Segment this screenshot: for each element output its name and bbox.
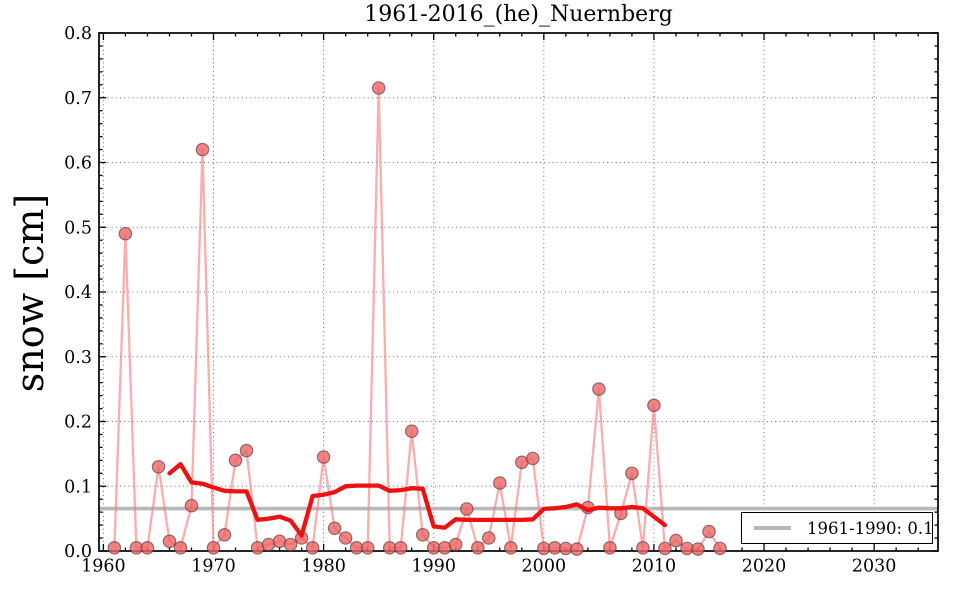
legend-line-swatch-icon [754, 526, 791, 530]
x-tick-label: 2020 [742, 557, 787, 577]
annual-series-markers [107, 81, 727, 556]
axes-frame [98, 32, 939, 552]
y-tick-label: 0.3 [64, 348, 92, 368]
y-tick-label: 0.4 [64, 283, 92, 303]
y-tick-label: 0.0 [64, 542, 92, 562]
annual-series-line [113, 86, 721, 551]
y-tick-label: 0.1 [64, 477, 92, 497]
y-tick-label: 0.8 [64, 24, 92, 44]
y-tick-label: 0.2 [64, 413, 92, 433]
y-tick-label: 0.7 [64, 89, 92, 109]
x-tick-label: 1990 [411, 557, 456, 577]
x-tick-label: 1980 [301, 557, 346, 577]
axis-ticks [99, 32, 938, 552]
legend-label: 1961-1990: 0.1 [807, 518, 934, 538]
y-tick-label: 0.5 [64, 218, 92, 238]
chart-title: 1961-2016_(he)_Nuernberg [364, 2, 673, 27]
smoothed-mean-line [167, 462, 668, 538]
gridlines [99, 32, 938, 552]
x-tick-label: 1960 [81, 557, 126, 577]
y-axis-label: snow [cm] [8, 193, 52, 393]
tick-labels: 1960 1970 1980 1990 2000 2010 2020 2030 0.0 0.1 0.… [64, 24, 896, 577]
y-tick-label: 0.6 [64, 154, 92, 174]
x-tick-label: 2000 [522, 557, 567, 577]
x-tick-label: 2030 [852, 557, 897, 577]
x-tick-label: 2010 [632, 557, 677, 577]
legend: 1961-1990: 0.1 [741, 512, 934, 544]
x-tick-label: 1970 [191, 557, 236, 577]
